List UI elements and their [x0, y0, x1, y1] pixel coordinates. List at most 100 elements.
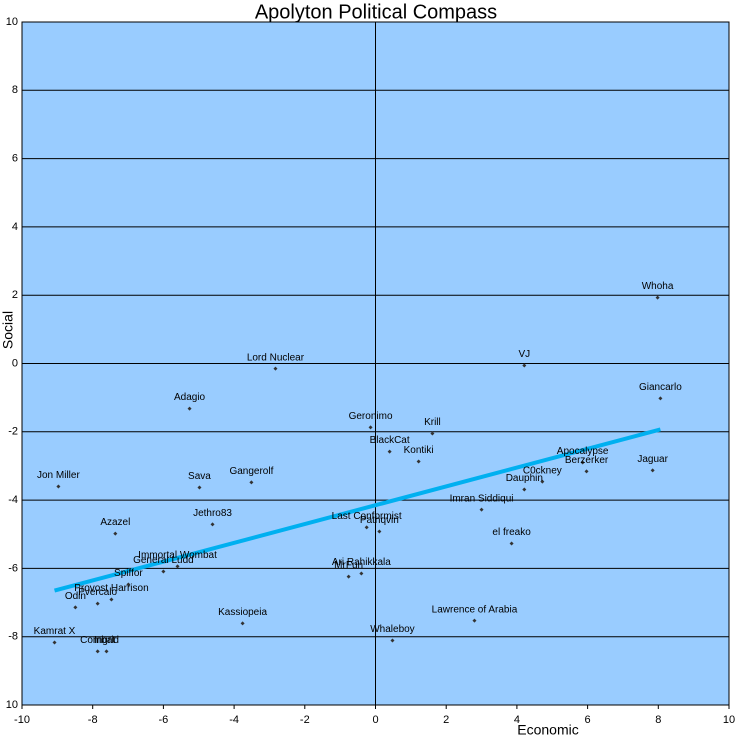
data-point [580, 460, 585, 465]
point-label: C0ckney [523, 465, 562, 476]
data-point [522, 363, 527, 368]
x-tick-label: 10 [723, 714, 735, 726]
point-label: el freako [492, 527, 531, 538]
point-label: Krill [424, 417, 441, 428]
data-point [359, 571, 364, 576]
y-axis-label: Social [0, 311, 16, 349]
data-point [584, 469, 589, 474]
point-label: Ingrid [94, 635, 119, 646]
point-label: BlackCat [370, 435, 410, 446]
point-label: Lawrence of Arabia [432, 604, 518, 615]
point-label: Odin [65, 591, 86, 602]
data-point [240, 621, 245, 626]
point-label: Immortal Wombat [138, 550, 217, 561]
data-point [126, 582, 131, 587]
y-tick-label: -4 [8, 494, 18, 506]
data-point [249, 480, 254, 485]
data-point [95, 649, 100, 654]
data-point [197, 485, 202, 490]
data-point [113, 531, 118, 536]
point-label: Berzerker [565, 455, 609, 466]
point-label: Ari Rahikkala [332, 557, 391, 568]
y-tick-label: 6 [12, 153, 18, 165]
x-tick-label: 8 [655, 714, 661, 726]
point-label: Whaleboy [370, 624, 414, 635]
point-label: Jon Miller [37, 470, 80, 481]
point-label: MrFun [334, 560, 363, 571]
data-point [540, 479, 545, 484]
data-point [109, 597, 114, 602]
point-label: Pathqvin [360, 515, 399, 526]
data-point [95, 601, 100, 606]
data-point [187, 406, 192, 411]
point-label: Azazel [100, 517, 130, 528]
x-tick-label: 2 [443, 714, 449, 726]
data-point [161, 569, 166, 574]
data-point [522, 487, 527, 492]
point-label: Adagio [174, 392, 206, 403]
point-label: General Ludd [133, 555, 194, 566]
x-tick-label: -4 [229, 714, 239, 726]
point-label: Dauphin [506, 473, 543, 484]
point-label: Jethro83 [193, 508, 232, 519]
x-tick-label: 0 [372, 714, 378, 726]
point-label: Apocalypse [557, 446, 609, 457]
point-label: VJ [518, 349, 530, 360]
data-point [655, 295, 660, 300]
point-label: Provost Harrison [74, 583, 148, 594]
point-label: Combat [80, 635, 115, 646]
data-point [73, 605, 78, 610]
trendline [54, 427, 661, 593]
data-point [104, 649, 109, 654]
data-point [416, 459, 421, 464]
x-tick-label: -10 [14, 714, 30, 726]
data-point [472, 618, 477, 623]
point-label: Spiffor [114, 568, 143, 579]
x-tick-label: -8 [88, 714, 98, 726]
x-axis-label: Economic [517, 722, 578, 738]
x-tick-label: 4 [514, 714, 520, 726]
y-tick-label: 2 [12, 289, 18, 301]
point-label: Lord Nuclear [247, 352, 305, 363]
data-point [650, 468, 655, 473]
point-label: Geronimo [349, 411, 393, 422]
point-label: Kontiki [404, 445, 434, 456]
y-tick-label: -8 [8, 631, 18, 643]
point-label: Whoha [642, 281, 674, 292]
y-tick-label: 4 [12, 221, 18, 233]
point-label: Kamrat X [34, 626, 76, 637]
y-tick-label: 10 [6, 699, 18, 711]
data-point [430, 431, 435, 436]
point-label: Last Conformist [332, 511, 402, 522]
y-tick-label: 8 [12, 84, 18, 96]
x-tick-label: -6 [159, 714, 169, 726]
data-point [377, 529, 382, 534]
chart-title: Apolyton Political Compass [255, 1, 497, 23]
x-tick-label: 6 [585, 714, 591, 726]
data-point [56, 484, 61, 489]
point-label: Kassiopeia [218, 607, 267, 618]
y-tick-label: -2 [8, 426, 18, 438]
point-label: Imran Siddiqui [450, 493, 514, 504]
data-point [346, 574, 351, 579]
point-label: Pvercalo [78, 587, 117, 598]
data-point [52, 640, 57, 645]
point-label: Jaguar [637, 454, 668, 465]
point-label: Gangerolf [229, 466, 273, 477]
data-point [273, 366, 278, 371]
x-tick-label: -2 [300, 714, 310, 726]
data-point [210, 522, 215, 527]
data-point [387, 449, 392, 454]
data-point [390, 638, 395, 643]
point-label: Giancarlo [639, 382, 682, 393]
data-point [509, 541, 514, 546]
point-label: Sava [188, 471, 211, 482]
y-tick-label: 10 [6, 16, 18, 28]
data-point [658, 396, 663, 401]
data-point [479, 507, 484, 512]
data-point [364, 525, 369, 530]
y-tick-label: -6 [8, 562, 18, 574]
data-point [368, 425, 373, 430]
data-point [175, 564, 180, 569]
